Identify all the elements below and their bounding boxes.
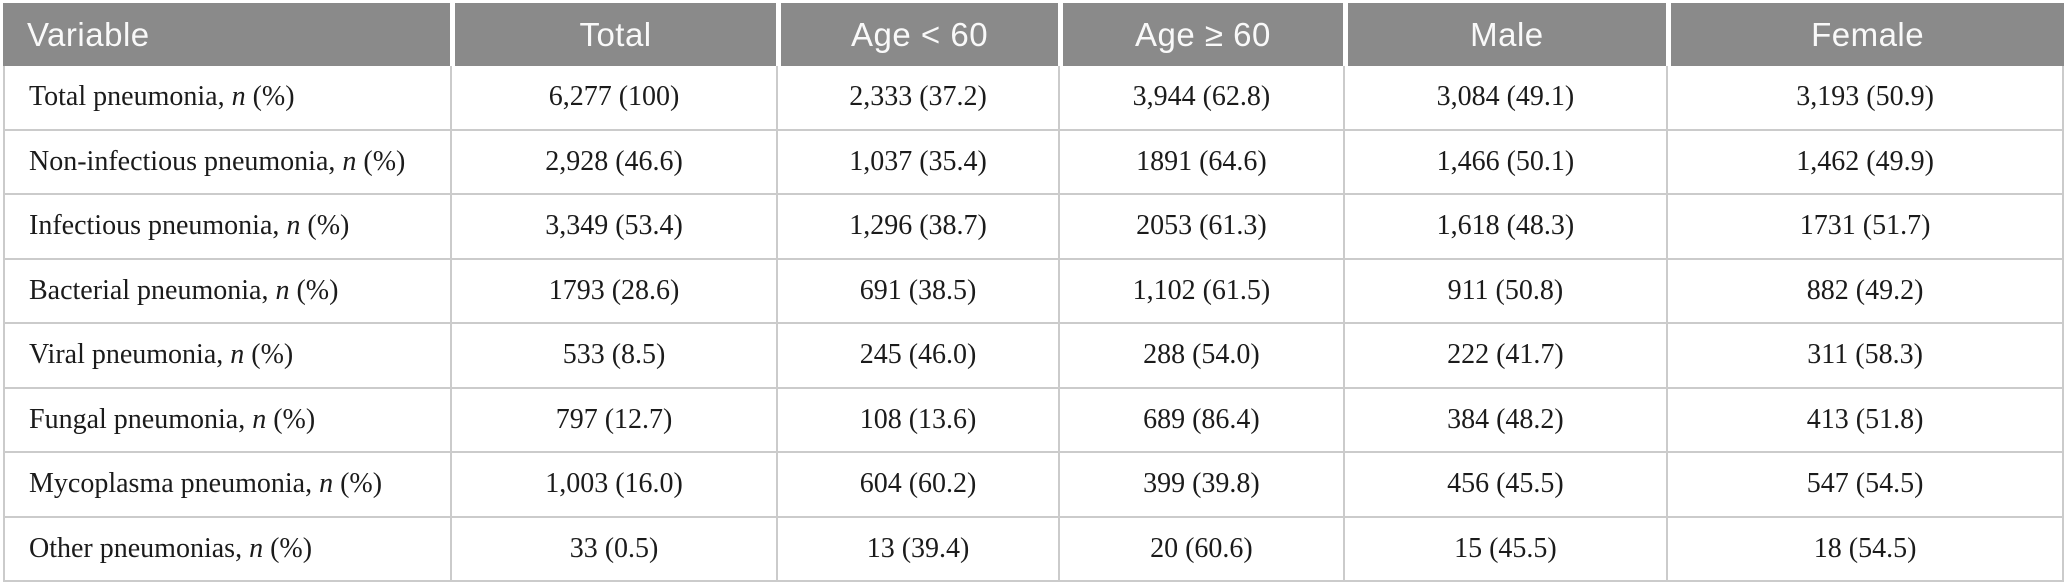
cell-age-ge-60: 2053 (61.3) — [1058, 195, 1342, 258]
row-label: Total pneumonia, n (%) — [3, 66, 450, 129]
cell-male: 1,618 (48.3) — [1342, 195, 1667, 258]
cell-age-lt-60: 2,333 (37.2) — [775, 66, 1058, 129]
pneumonia-table: Variable Total Age < 60 Age ≥ 60 Male Fe… — [3, 3, 2064, 582]
cell-male: 222 (41.7) — [1342, 324, 1667, 387]
cell-total: 1793 (28.6) — [450, 259, 776, 322]
cell-total: 33 (0.5) — [450, 517, 776, 580]
column-header-female: Female — [1666, 3, 2064, 66]
cell-male: 456 (45.5) — [1342, 453, 1667, 516]
cell-female: 547 (54.5) — [1666, 453, 2064, 516]
table-header-row: Variable Total Age < 60 Age ≥ 60 Male Fe… — [3, 3, 2064, 66]
column-header-age-ge-60: Age ≥ 60 — [1058, 3, 1343, 66]
cell-female: 882 (49.2) — [1666, 259, 2064, 322]
table-row: Infectious pneumonia, n (%) 3,349 (53.4)… — [3, 195, 2064, 260]
cell-age-ge-60: 288 (54.0) — [1058, 324, 1342, 387]
cell-age-ge-60: 3,944 (62.8) — [1058, 66, 1342, 129]
table-row: Bacterial pneumonia, n (%) 1793 (28.6) 6… — [3, 259, 2064, 324]
column-header-variable: Variable — [3, 3, 451, 66]
row-label: Fungal pneumonia, n (%) — [3, 388, 450, 451]
cell-female: 413 (51.8) — [1666, 388, 2064, 451]
table-row: Other pneumonias, n (%) 33 (0.5) 13 (39.… — [3, 517, 2064, 582]
cell-age-lt-60: 108 (13.6) — [775, 388, 1058, 451]
cell-age-ge-60: 399 (39.8) — [1058, 453, 1342, 516]
cell-total: 797 (12.7) — [450, 388, 776, 451]
cell-female: 1731 (51.7) — [1666, 195, 2064, 258]
cell-age-lt-60: 691 (38.5) — [775, 259, 1058, 322]
cell-male: 15 (45.5) — [1342, 517, 1667, 580]
cell-age-lt-60: 1,037 (35.4) — [775, 130, 1058, 193]
table-row: Fungal pneumonia, n (%) 797 (12.7) 108 (… — [3, 388, 2064, 453]
cell-male: 1,466 (50.1) — [1342, 130, 1667, 193]
table-row: Non-infectious pneumonia, n (%) 2,928 (4… — [3, 130, 2064, 195]
cell-age-lt-60: 245 (46.0) — [775, 324, 1058, 387]
cell-female: 18 (54.5) — [1666, 517, 2064, 580]
row-label: Bacterial pneumonia, n (%) — [3, 259, 450, 322]
cell-total: 1,003 (16.0) — [450, 453, 776, 516]
table-row: Total pneumonia, n (%) 6,277 (100) 2,333… — [3, 66, 2064, 131]
cell-age-ge-60: 689 (86.4) — [1058, 388, 1342, 451]
column-header-total: Total — [450, 3, 776, 66]
row-label: Other pneumonias, n (%) — [3, 517, 450, 580]
cell-age-lt-60: 1,296 (38.7) — [775, 195, 1058, 258]
row-label: Mycoplasma pneumonia, n (%) — [3, 453, 450, 516]
cell-total: 533 (8.5) — [450, 324, 776, 387]
cell-female: 1,462 (49.9) — [1666, 130, 2064, 193]
cell-male: 911 (50.8) — [1342, 259, 1667, 322]
row-label: Infectious pneumonia, n (%) — [3, 195, 450, 258]
cell-age-ge-60: 1,102 (61.5) — [1058, 259, 1342, 322]
table-row: Mycoplasma pneumonia, n (%) 1,003 (16.0)… — [3, 453, 2064, 518]
cell-male: 3,084 (49.1) — [1342, 66, 1667, 129]
cell-age-ge-60: 1891 (64.6) — [1058, 130, 1342, 193]
column-header-age-lt-60: Age < 60 — [775, 3, 1059, 66]
cell-female: 311 (58.3) — [1666, 324, 2064, 387]
cell-age-lt-60: 604 (60.2) — [775, 453, 1058, 516]
table-row: Viral pneumonia, n (%) 533 (8.5) 245 (46… — [3, 324, 2064, 389]
cell-female: 3,193 (50.9) — [1666, 66, 2064, 129]
cell-age-lt-60: 13 (39.4) — [775, 517, 1058, 580]
row-label: Non-infectious pneumonia, n (%) — [3, 130, 450, 193]
cell-male: 384 (48.2) — [1342, 388, 1667, 451]
row-label: Viral pneumonia, n (%) — [3, 324, 450, 387]
column-header-male: Male — [1342, 3, 1667, 66]
cell-total: 6,277 (100) — [450, 66, 776, 129]
cell-total: 2,928 (46.6) — [450, 130, 776, 193]
cell-age-ge-60: 20 (60.6) — [1058, 517, 1342, 580]
cell-total: 3,349 (53.4) — [450, 195, 776, 258]
